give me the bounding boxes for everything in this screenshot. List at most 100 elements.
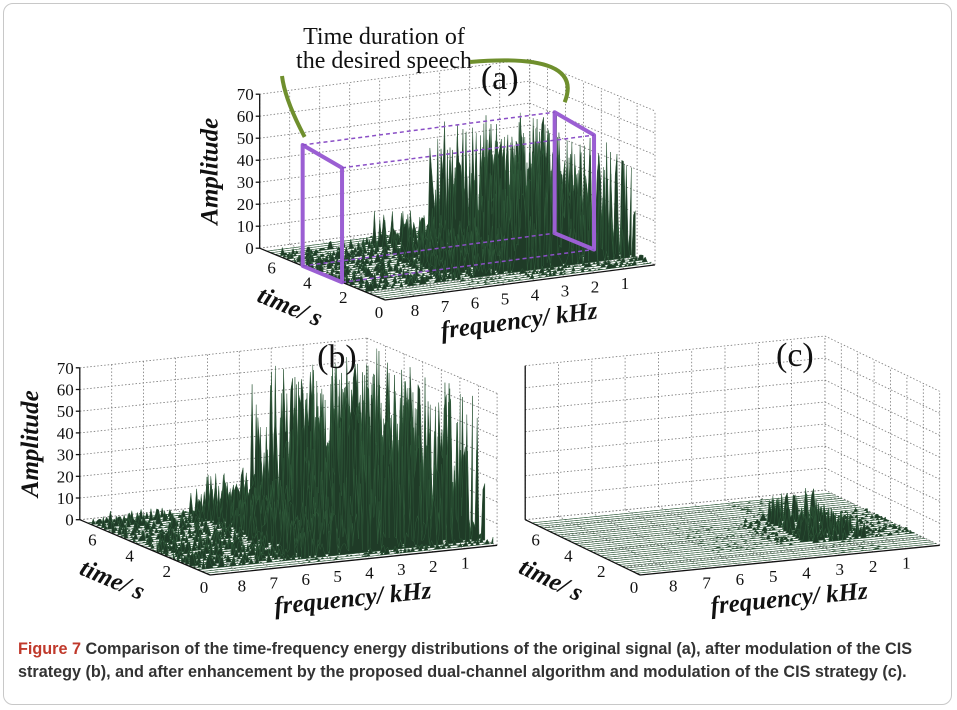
- time-tick-label: 2: [163, 562, 172, 581]
- amplitude-tick-label: 60: [237, 107, 254, 126]
- frequency-title: frequency/ kHz: [709, 577, 869, 619]
- amplitude-tick-label: 20: [57, 467, 74, 486]
- grid-line: [824, 401, 940, 458]
- grid-line: [366, 424, 498, 481]
- axis-line: [639, 544, 940, 576]
- amplitude-tick-label: 50: [57, 402, 74, 421]
- time-tick-label: 6: [531, 531, 540, 550]
- grid-line: [366, 402, 498, 459]
- grid-line: [525, 401, 825, 433]
- spectrum-slice: [368, 257, 640, 294]
- amplitude-tick-label: 70: [57, 359, 74, 378]
- spectrum-slice: [538, 496, 839, 527]
- frequency-title: frequency/ kHz: [439, 297, 599, 344]
- frequency-tick-label: 7: [441, 297, 450, 316]
- spectrum-slice: [205, 537, 494, 574]
- time-tick-label: 6: [88, 531, 97, 550]
- frequency-tick-label: 7: [702, 573, 711, 592]
- grid-line: [557, 505, 858, 536]
- frequency-tick-label: 1: [461, 554, 470, 573]
- frequency-tick-label: 1: [902, 554, 911, 573]
- grid-line: [824, 445, 940, 502]
- time-title: time/ s: [515, 553, 587, 607]
- amplitude-tick-label: 40: [237, 151, 254, 170]
- frequency-tick-label: 8: [238, 577, 247, 596]
- amplitude-tick-label: 60: [57, 381, 74, 400]
- panel: 6 4 2 0 8 7 6 5 4 3 2 1 time/ s frequency/ kHz (c): [515, 335, 941, 620]
- grid-line: [824, 467, 940, 524]
- frequency-tick-label: 8: [411, 301, 420, 320]
- annotation-line: the desired speech: [296, 48, 472, 74]
- time-title: time/ s: [254, 282, 327, 333]
- amplitude-tick-label: 0: [245, 239, 254, 258]
- grid-line: [366, 381, 498, 438]
- spectrum-slice: [531, 492, 832, 524]
- amplitude-tick-label: 10: [57, 489, 74, 508]
- frequency-tick-label: 2: [591, 278, 600, 297]
- amplitude-tick-label: 40: [57, 424, 74, 443]
- caption: Figure 7 Comparison of the time-frequenc…: [18, 638, 943, 684]
- amplitude-tick-label: 30: [57, 446, 74, 465]
- grid-line: [525, 357, 825, 389]
- time-tick-label: 0: [375, 303, 384, 322]
- spectrum-slice: [545, 499, 847, 531]
- grid-line: [79, 337, 367, 369]
- spectrum-slice: [380, 259, 652, 299]
- grid-line: [824, 379, 940, 436]
- amplitude-tick-label: 30: [237, 173, 254, 192]
- time-tick-label: 4: [125, 546, 134, 565]
- time-tick-label: 0: [200, 578, 209, 597]
- spectrum-slice: [197, 402, 486, 571]
- time-title: time/ s: [76, 554, 149, 605]
- spectrum-slice: [632, 541, 933, 572]
- frequency-tick-label: 5: [501, 289, 510, 308]
- grid-line: [529, 58, 656, 112]
- time-tick-label: 2: [339, 288, 348, 307]
- grid-line: [525, 489, 825, 521]
- grid-line: [366, 359, 498, 416]
- spectrum-slice: [621, 536, 922, 567]
- grid-line: [529, 102, 656, 156]
- amplitude-tick-label: 50: [237, 129, 254, 148]
- amplitude-title: Amplitude: [17, 390, 44, 499]
- time-tick-label: 4: [564, 546, 573, 565]
- spectrum-slice: [614, 512, 915, 564]
- frequency-tick-label: 2: [869, 557, 878, 576]
- grid-line: [79, 381, 367, 412]
- frequency-tick-label: 3: [836, 560, 845, 579]
- annotation-arrow: [469, 58, 570, 103]
- spectrum-slice: [625, 538, 926, 569]
- frequency-tick-label: 7: [270, 573, 279, 592]
- annotation-line: Time duration of: [303, 24, 465, 50]
- frequency-tick-label: 5: [769, 567, 778, 586]
- frequency-tick-label: 4: [531, 286, 540, 305]
- amplitude-tick-label: 0: [65, 511, 74, 530]
- speech-window-link: [302, 232, 555, 267]
- grid-line: [366, 446, 498, 503]
- spectrum-slice: [600, 505, 901, 557]
- amplitude-tick-label: 20: [237, 195, 254, 214]
- frequency-tick-label: 8: [669, 577, 678, 596]
- axis-line: [79, 519, 211, 576]
- panel-label: (b): [317, 339, 357, 376]
- speech-window-link: [302, 111, 555, 146]
- frequency-tick-label: 2: [429, 557, 438, 576]
- grid-line: [366, 337, 498, 394]
- spectrum-slice: [628, 539, 930, 571]
- spectrum-slice: [372, 254, 644, 296]
- grid-line: [824, 357, 940, 414]
- amplitude-tick-label: 70: [237, 85, 254, 104]
- grid-line: [824, 423, 940, 480]
- grid-line: [824, 335, 940, 392]
- frequency-tick-label: 6: [471, 293, 480, 312]
- grid-line: [79, 446, 367, 477]
- spectrum-slice: [376, 256, 648, 298]
- caption-text: Comparison of the time-frequency energy …: [18, 640, 912, 681]
- axis-line: [384, 264, 656, 301]
- speech-window-link: [341, 134, 595, 169]
- spectrum-slice: [618, 534, 919, 565]
- frequency-title: frequency/ kHz: [273, 577, 433, 620]
